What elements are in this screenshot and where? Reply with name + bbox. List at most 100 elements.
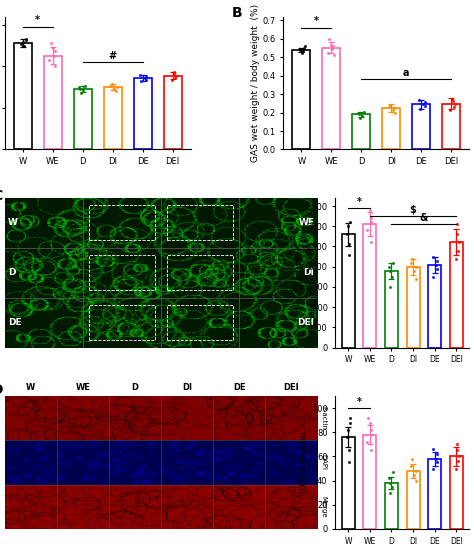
Text: DE: DE [233,383,246,392]
Bar [104,87,122,149]
Point [45,55,53,64]
Bar [442,104,460,149]
Point [19,38,27,47]
Bar [407,471,419,529]
Point [50,52,57,61]
Point [49,44,56,52]
Point [447,105,454,114]
Point [330,51,337,60]
Point [324,48,331,57]
Point [386,100,394,109]
Point [367,425,375,434]
Point [107,81,114,90]
Bar [450,242,463,348]
Point [110,84,118,93]
Point [386,283,394,291]
Point [430,464,438,473]
Text: #: # [109,51,117,61]
Point [356,114,364,122]
Point [137,77,145,86]
Point [367,238,375,247]
Point [346,446,353,455]
Bar [428,459,441,529]
Point [389,105,397,114]
Point [385,262,393,271]
Point [433,458,441,467]
Point [143,72,150,81]
Text: W: W [26,383,36,392]
Point [409,254,416,263]
Point [419,100,427,109]
Point [328,41,335,50]
Text: Merge: Merge [320,496,327,517]
Point [451,99,458,108]
Bar [44,56,62,149]
Text: $: $ [410,204,417,215]
Point [367,430,374,439]
Point [412,476,419,485]
Point [343,230,351,239]
Point [416,105,423,114]
Point [329,42,337,51]
Point [454,230,461,239]
Text: *: * [356,197,362,207]
Point [172,74,179,83]
Point [412,274,419,283]
Point [450,102,458,111]
Text: DAPI: DAPI [320,455,327,471]
Bar [385,271,398,348]
Bar [342,437,355,529]
Point [51,62,59,71]
Point [452,464,459,473]
Point [386,479,393,488]
Point [170,68,177,77]
Point [22,35,29,44]
Point [113,83,120,91]
Point [367,214,375,223]
Bar [450,456,463,529]
Point [434,256,441,265]
Point [454,446,461,455]
Point [421,98,429,107]
Point [22,35,29,44]
Text: WE: WE [75,383,91,392]
Point [345,222,352,231]
Point [392,104,399,112]
Point [389,468,397,477]
Point [385,102,393,111]
Point [409,455,416,463]
Point [429,445,437,453]
Point [455,238,463,247]
Text: *: * [314,17,319,26]
Point [299,47,307,56]
Point [364,437,371,446]
Text: DI: DI [182,383,192,392]
Text: W: W [8,218,18,228]
Text: a: a [403,68,410,78]
Text: B: B [231,6,242,20]
Text: F-actin: F-actin [320,406,327,430]
Point [17,40,25,48]
Point [366,206,374,214]
Point [137,71,144,79]
Point [47,39,55,47]
Point [76,84,84,93]
Bar [407,267,419,348]
Point [388,482,395,491]
Point [367,446,375,455]
Point [367,218,374,226]
Point [141,74,148,83]
Point [346,418,354,427]
Point [412,467,419,476]
Bar [342,234,355,348]
Point [81,81,89,90]
Text: D: D [131,383,138,392]
Point [360,107,367,116]
Point [343,433,351,441]
Bar [14,43,32,149]
Point [20,41,28,50]
Bar [352,115,370,149]
Bar [322,48,340,149]
Point [51,47,58,56]
Point [386,488,394,497]
